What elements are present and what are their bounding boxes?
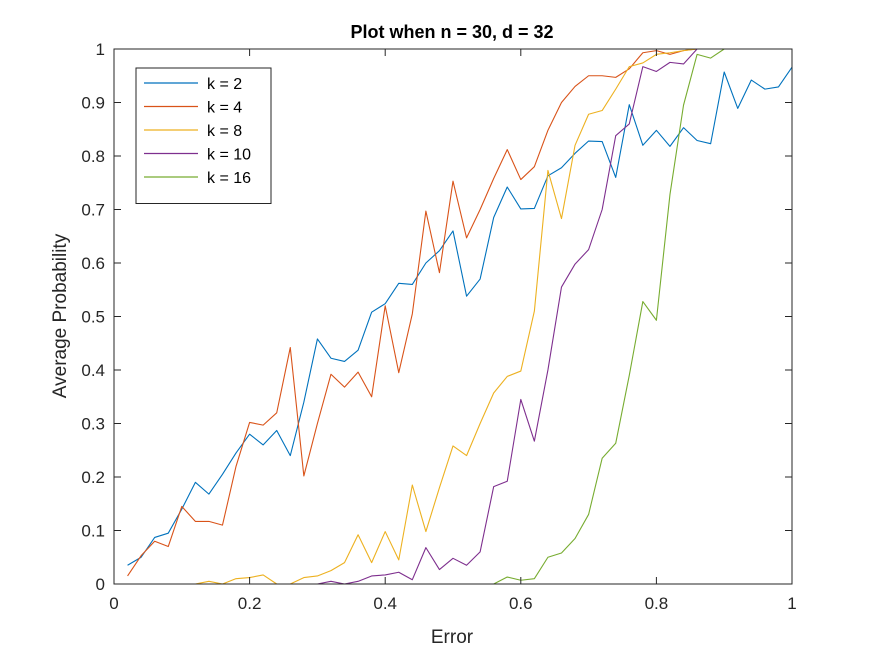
y-tick-label: 1 [96, 40, 105, 59]
series-line-1 [127, 66, 793, 566]
y-axis-label: Average Probability [50, 233, 71, 398]
y-tick-label: 0.4 [81, 361, 105, 380]
x-tick-label: 0.2 [238, 594, 262, 613]
legend-label-4: k = 10 [207, 147, 251, 164]
y-tick-label: 0.2 [81, 468, 105, 487]
legend: k = 2 k = 4 k = 8 k = 10 k = 16 [135, 67, 272, 204]
y-tick-label: 0.5 [81, 308, 105, 327]
series-line-3 [127, 48, 792, 585]
legend-label-3: k = 8 [207, 123, 242, 140]
y-tick-label: 0.9 [81, 94, 105, 113]
legend-box [135, 67, 272, 204]
legend-label-1: k = 2 [207, 76, 242, 93]
legend-label-2: k = 4 [207, 100, 242, 117]
x-axis-label: Error [431, 627, 474, 648]
x-tick-label: 0 [109, 594, 118, 613]
axes: 0 0.2 0.4 0.6 0.8 1 0 0.1 0.2 0.3 0.4 0.5 0.6 0.7 0.8 0… [81, 40, 796, 613]
chart-title: Plot when n = 30, d = 32 [350, 22, 553, 42]
x-tick-label: 0.4 [373, 594, 397, 613]
x-tick-label: 0.6 [509, 594, 533, 613]
x-tick-label: 1 [787, 594, 796, 613]
y-tick-label: 0.1 [81, 522, 105, 541]
y-tick-label: 0.7 [81, 201, 105, 220]
y-tick-label: 0.6 [81, 254, 105, 273]
y-tick-label: 0.3 [81, 415, 105, 434]
y-tick-label: 0.8 [81, 147, 105, 166]
y-tick-label: 0 [96, 575, 105, 594]
legend-label-5: k = 16 [207, 170, 251, 187]
x-tick-label: 0.8 [645, 594, 669, 613]
